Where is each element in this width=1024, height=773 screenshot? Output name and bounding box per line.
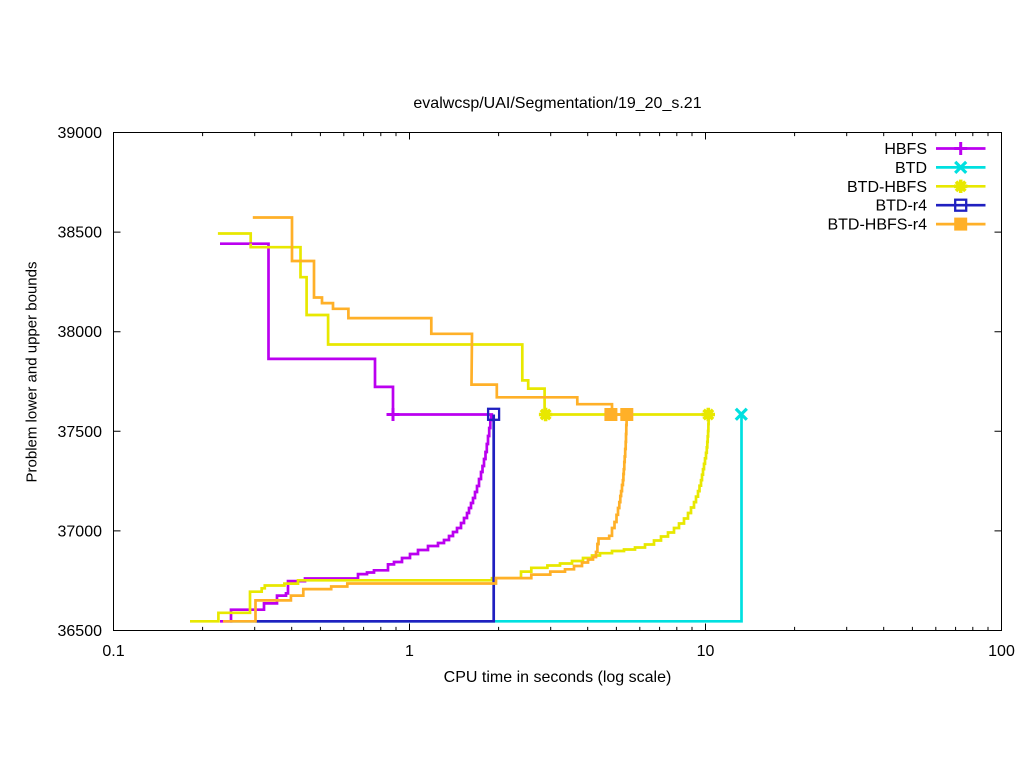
svg-text:HBFS: HBFS: [884, 141, 927, 158]
svg-text:38000: 38000: [58, 324, 103, 341]
svg-text:1: 1: [405, 643, 414, 660]
svg-text:evalwcsp/UAI/Segmentation/19_2: evalwcsp/UAI/Segmentation/19_20_s.21: [413, 95, 701, 112]
svg-text:Problem lower and upper bounds: Problem lower and upper bounds: [24, 262, 41, 483]
svg-text:CPU time in seconds (log scale: CPU time in seconds (log scale): [444, 669, 672, 686]
svg-text:BTD-HBFS-r4: BTD-HBFS-r4: [827, 217, 927, 234]
svg-text:37000: 37000: [58, 523, 103, 540]
svg-text:0.1: 0.1: [102, 643, 124, 660]
svg-text:37500: 37500: [58, 424, 103, 441]
svg-text:BTD-HBFS: BTD-HBFS: [847, 179, 927, 196]
svg-text:39000: 39000: [58, 125, 103, 142]
svg-text:BTD: BTD: [895, 160, 927, 177]
svg-text:36500: 36500: [58, 623, 103, 640]
svg-text:38500: 38500: [58, 225, 103, 242]
svg-text:100: 100: [988, 643, 1015, 660]
svg-text:BTD-r4: BTD-r4: [875, 198, 927, 215]
svg-text:10: 10: [697, 643, 715, 660]
